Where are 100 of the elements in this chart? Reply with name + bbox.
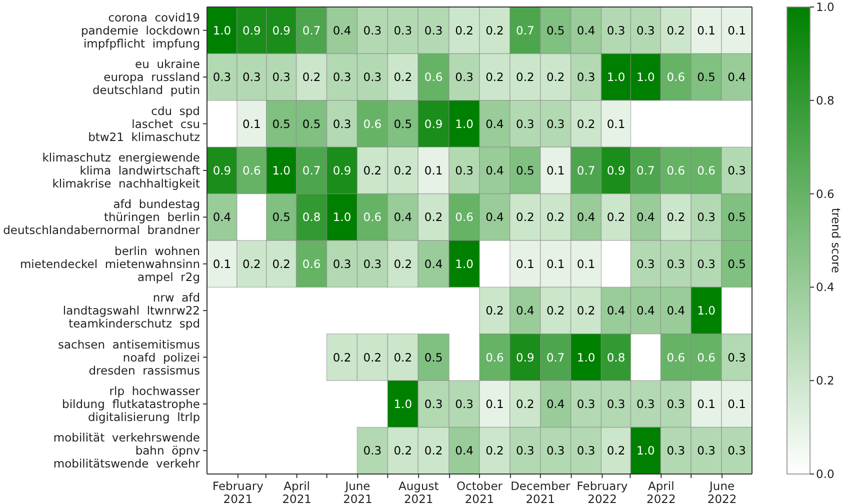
data-label: 0.3 [697, 256, 716, 271]
data-label: 0.2 [546, 304, 565, 318]
data-label: 0.3 [212, 70, 232, 84]
data-label: 1.0 [455, 256, 474, 271]
data-label: 0.4 [332, 23, 352, 38]
y-tick-label: nrw afd landtagswahl ltwnrw22 teamkinderschutz spd [62, 290, 200, 331]
data-label: 0.2 [666, 23, 686, 38]
x-tick-label: August 2021 [398, 479, 440, 504]
data-label: 0.5 [394, 116, 412, 131]
data-label: 0.7 [636, 163, 655, 178]
data-label: 0.1 [728, 23, 746, 38]
data-label: 0.1 [546, 163, 565, 178]
data-label: 0.3 [332, 116, 352, 131]
data-label: 0.6 [666, 350, 686, 364]
x-tick-label: April 2022 [646, 479, 676, 504]
data-label: 0.6 [424, 70, 443, 84]
color-bar-label: 0.4 [816, 280, 834, 294]
y-tick-label: berlin wohnen mietendeckel mietenwahnsinn ampel r2g [20, 244, 200, 284]
y-tick-label: klimaschutz energiewende klima landwirtschaft klimakrise nachhaltigkeit [42, 150, 200, 190]
data-label: 0.2 [546, 210, 565, 224]
data-label: 0.4 [516, 304, 534, 318]
data-label: 0.9 [606, 163, 626, 178]
data-label: 0.3 [363, 23, 382, 38]
data-label: 0.2 [546, 70, 565, 84]
y-tick-label: eu ukraine europa russland deutschland putin [92, 57, 200, 98]
data-label: 0.2 [363, 350, 382, 364]
x-tick-label: February 2021 [212, 479, 264, 504]
data-label: 0.3 [516, 444, 534, 458]
data-label: 0.1 [576, 256, 596, 271]
data-label: 0.9 [332, 163, 352, 178]
data-label: 0.3 [424, 23, 443, 38]
data-label: 0.1 [697, 396, 716, 411]
data-label: 0.2 [394, 256, 412, 271]
data-label: 0.3 [332, 256, 352, 271]
data-label: 0.9 [516, 350, 534, 364]
data-label: 0.6 [666, 70, 686, 84]
data-label: 0.3 [455, 396, 474, 411]
data-label: 0.9 [424, 116, 443, 131]
data-label: 0.7 [516, 23, 534, 38]
data-label: 0.1 [212, 256, 232, 271]
data-label: 0.5 [424, 350, 443, 364]
data-label: 0.2 [516, 396, 534, 411]
x-tick-label: February 2022 [576, 479, 628, 504]
data-label: 0.2 [486, 70, 504, 84]
y-tick-label: rlp hochwasser bildung flutkatastrophe digitalisierung ltrlp [62, 384, 200, 424]
data-label: 0.5 [546, 23, 565, 38]
data-label: 0.4 [546, 396, 565, 411]
data-label: 0.2 [272, 256, 291, 271]
data-label: 0.5 [272, 116, 291, 131]
data-label: 0.7 [576, 163, 596, 178]
data-label: 0.8 [302, 210, 321, 224]
data-label: 0.5 [272, 210, 291, 224]
data-label: 0.6 [697, 163, 716, 178]
data-label: 0.3 [546, 444, 565, 458]
data-label: 0.5 [728, 210, 746, 224]
data-label: 0.2 [424, 444, 443, 458]
data-label: 0.3 [516, 116, 534, 131]
data-label: 0.3 [576, 396, 596, 411]
data-label: 0.2 [516, 70, 534, 84]
data-label: 0.9 [242, 23, 261, 38]
data-label: 0.3 [728, 444, 746, 458]
data-label: 0.5 [516, 163, 534, 178]
data-label: 0.6 [302, 256, 321, 271]
data-label: 0.1 [516, 256, 534, 271]
data-label: 0.3 [636, 23, 655, 38]
data-label: 0.3 [363, 70, 382, 84]
data-label: 0.6 [486, 350, 504, 364]
color-bar-label: 0.8 [816, 93, 834, 108]
data-label: 0.1 [697, 23, 716, 38]
data-label: 0.3 [728, 350, 746, 364]
y-tick-label: afd bundestag thüringen berlin deutschlandabernormal brandner [3, 197, 200, 238]
data-label: 0.3 [242, 70, 261, 84]
x-tick-label: December 2021 [510, 479, 570, 504]
data-label: 0.2 [576, 116, 596, 131]
data-label: 0.2 [394, 70, 412, 84]
data-label: 0.4 [636, 304, 655, 318]
data-label: 0.1 [242, 116, 261, 131]
data-label: 0.3 [697, 210, 716, 224]
data-label: 0.4 [394, 210, 412, 224]
data-label: 0.2 [486, 304, 504, 318]
x-tick-label: June 2022 [707, 479, 737, 504]
data-label: 0.2 [606, 210, 626, 224]
y-tick-label: corona covid19 pandemie lockdown impfpflicht impfung [80, 10, 200, 50]
data-label: 0.1 [546, 256, 565, 271]
data-label: 0.3 [455, 70, 474, 84]
data-label: 1.0 [272, 163, 291, 178]
data-label: 1.0 [394, 396, 412, 411]
data-label: 0.4 [424, 256, 443, 271]
data-label: 1.0 [576, 350, 596, 364]
data-label: 0.3 [455, 163, 474, 178]
data-label: 0.3 [576, 444, 596, 458]
data-label: 0.4 [728, 70, 746, 84]
data-label: 0.2 [242, 256, 261, 271]
color-bar-label: 0.2 [816, 374, 834, 388]
data-label: 0.3 [332, 70, 352, 84]
data-label: 0.3 [666, 396, 686, 411]
data-label: 0.2 [516, 210, 534, 224]
color-bar-label: 0.6 [816, 186, 834, 201]
data-label: 0.3 [697, 444, 716, 458]
data-label: 0.9 [272, 23, 291, 38]
